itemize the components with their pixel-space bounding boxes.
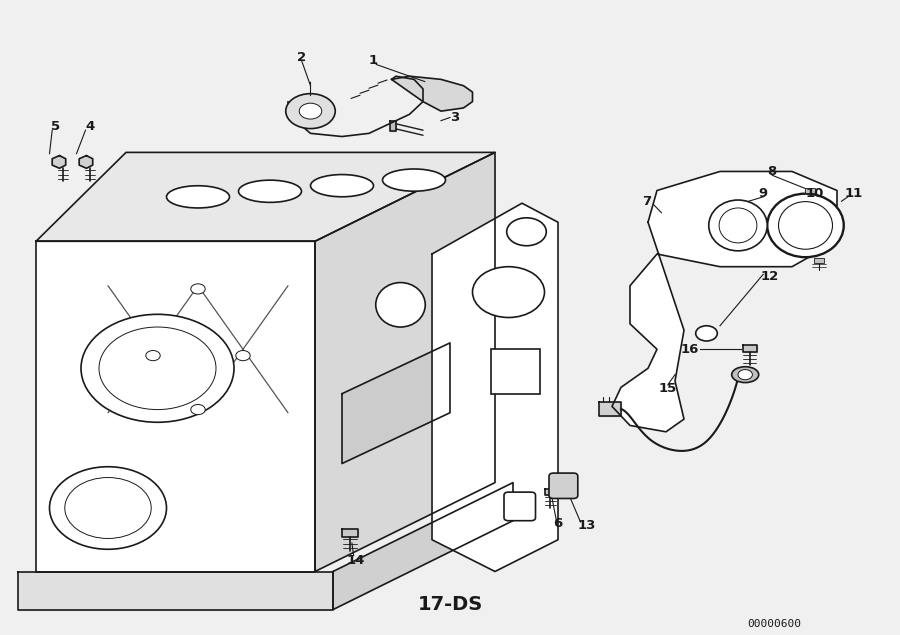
FancyBboxPatch shape (549, 473, 578, 498)
Circle shape (472, 267, 544, 318)
Polygon shape (392, 76, 472, 111)
Text: 17-DS: 17-DS (418, 595, 482, 614)
Circle shape (236, 351, 250, 361)
Ellipse shape (166, 185, 230, 208)
Ellipse shape (299, 103, 322, 119)
Polygon shape (432, 203, 558, 572)
Ellipse shape (310, 175, 374, 197)
Text: 1: 1 (369, 54, 378, 67)
Polygon shape (544, 489, 556, 495)
Circle shape (507, 218, 546, 246)
Circle shape (191, 404, 205, 415)
Circle shape (191, 284, 205, 294)
Polygon shape (598, 402, 621, 416)
Text: 10: 10 (806, 187, 824, 200)
Ellipse shape (286, 94, 335, 128)
Polygon shape (333, 483, 513, 610)
Ellipse shape (382, 169, 446, 191)
Text: 5: 5 (51, 121, 60, 133)
Text: 00000600: 00000600 (747, 618, 801, 629)
Text: 9: 9 (759, 187, 768, 200)
Text: 13: 13 (578, 519, 596, 532)
Circle shape (738, 370, 752, 380)
Polygon shape (79, 156, 93, 168)
Ellipse shape (732, 367, 759, 382)
Polygon shape (342, 343, 450, 464)
Bar (814, 258, 824, 263)
Text: 15: 15 (659, 382, 677, 395)
Polygon shape (52, 156, 66, 168)
Circle shape (50, 467, 166, 549)
Polygon shape (742, 345, 757, 352)
Polygon shape (18, 572, 333, 610)
Text: 2: 2 (297, 51, 306, 64)
Ellipse shape (709, 200, 767, 251)
Text: 12: 12 (760, 270, 778, 283)
Polygon shape (612, 171, 837, 432)
Polygon shape (342, 529, 358, 537)
Text: 16: 16 (680, 343, 698, 356)
Bar (805, 188, 815, 193)
Polygon shape (36, 152, 495, 241)
Circle shape (81, 314, 234, 422)
Polygon shape (315, 152, 495, 572)
Bar (491, 349, 540, 394)
Polygon shape (390, 121, 396, 131)
Polygon shape (36, 241, 315, 572)
Text: 3: 3 (450, 111, 459, 124)
Text: 11: 11 (844, 187, 862, 200)
Circle shape (696, 326, 717, 341)
Ellipse shape (238, 180, 302, 203)
Ellipse shape (376, 283, 425, 327)
Text: 4: 4 (86, 121, 94, 133)
Ellipse shape (767, 194, 844, 257)
Text: 7: 7 (642, 196, 651, 208)
Circle shape (146, 351, 160, 361)
Text: 8: 8 (768, 165, 777, 178)
Text: 14: 14 (346, 554, 364, 566)
FancyBboxPatch shape (504, 492, 536, 521)
Text: 6: 6 (554, 518, 562, 530)
